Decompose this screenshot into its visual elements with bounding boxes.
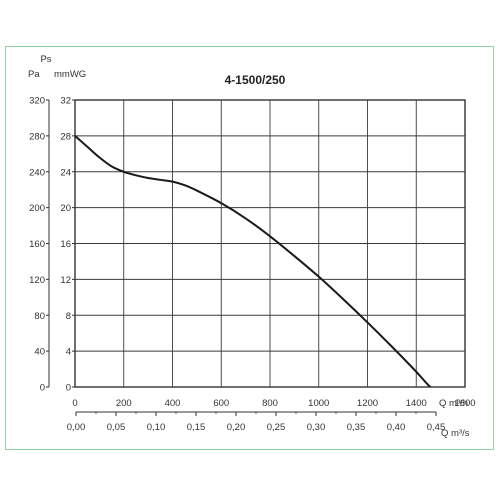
x-top-tick-label: 400 bbox=[165, 398, 181, 409]
y-right-tick-label: 4 bbox=[66, 347, 71, 358]
chart-frame: 4-1500/250 Ps Pa mmWG 320 280 240 200 160 120… bbox=[5, 46, 494, 450]
y-axis-quantity-label: Ps bbox=[40, 54, 51, 65]
y-right-tick-label: 16 bbox=[60, 239, 71, 250]
x-top-tick-label: 200 bbox=[116, 398, 132, 409]
x-bottom-tick-label: 0,45 bbox=[427, 422, 446, 433]
x-bottom-tick-label: 0,25 bbox=[267, 422, 286, 433]
y-left-tick-label: 40 bbox=[34, 347, 45, 358]
fan-curve-chart: 4-1500/250 Ps Pa mmWG 320280240200160120… bbox=[28, 54, 476, 439]
x-bottom-tick-label: 0,35 bbox=[347, 422, 366, 433]
y-left-tick-label: 160 bbox=[29, 239, 45, 250]
x-bottom-tick-label: 0,30 bbox=[307, 422, 326, 433]
series-line bbox=[75, 134, 432, 387]
y-left-tick-label: 240 bbox=[29, 167, 45, 178]
y-right-tick-label: 24 bbox=[60, 167, 71, 178]
x-top-tick-label: 800 bbox=[262, 398, 278, 409]
x-axis-top-unit: Q m³/h bbox=[439, 398, 468, 409]
y-right-tick-label: 28 bbox=[60, 131, 71, 142]
x-bottom-tick-label: 0,20 bbox=[227, 422, 246, 433]
y-left-tick-label: 0 bbox=[40, 383, 45, 394]
x-bottom-tick-label: 0,15 bbox=[187, 422, 206, 433]
x-bottom-tick-label: 0,00 bbox=[67, 422, 86, 433]
y-left-tick-label: 280 bbox=[29, 131, 45, 142]
y-right-tick-label: 8 bbox=[66, 311, 71, 322]
y-axis-unit-left: Pa bbox=[28, 69, 40, 80]
x-bottom-tick-label: 0,40 bbox=[387, 422, 406, 433]
x-top-tick-label: 600 bbox=[213, 398, 229, 409]
x-bottom-tick-label: 0,05 bbox=[107, 422, 126, 433]
chart-title: 4-1500/250 bbox=[225, 73, 286, 87]
x-axis-bottom-unit: Q m³/s bbox=[441, 428, 470, 439]
grid bbox=[74, 99, 466, 388]
y-right-tick-label: 0 bbox=[66, 383, 71, 394]
x-top-tick-label: 0 bbox=[72, 398, 77, 409]
y-left-tick-label: 120 bbox=[29, 275, 45, 286]
x-top-tick-label: 1000 bbox=[308, 398, 329, 409]
y-right-tick-label: 12 bbox=[60, 275, 71, 286]
x-top-tick-label: 1200 bbox=[357, 398, 378, 409]
y-left-tick-label: 80 bbox=[34, 311, 45, 322]
y-left-tick-label: 200 bbox=[29, 203, 45, 214]
y-right-tick-label: 20 bbox=[60, 203, 71, 214]
y-axis-unit-right: mmWG bbox=[54, 69, 86, 80]
x-bottom-tick-label: 0,10 bbox=[147, 422, 166, 433]
x-top-tick-label: 1400 bbox=[406, 398, 427, 409]
x-top-tick-label: 1600 bbox=[454, 398, 475, 409]
series-layer bbox=[75, 134, 432, 387]
y-right-tick-label: 32 bbox=[60, 96, 71, 107]
y-left-tick-label: 320 bbox=[29, 96, 45, 107]
